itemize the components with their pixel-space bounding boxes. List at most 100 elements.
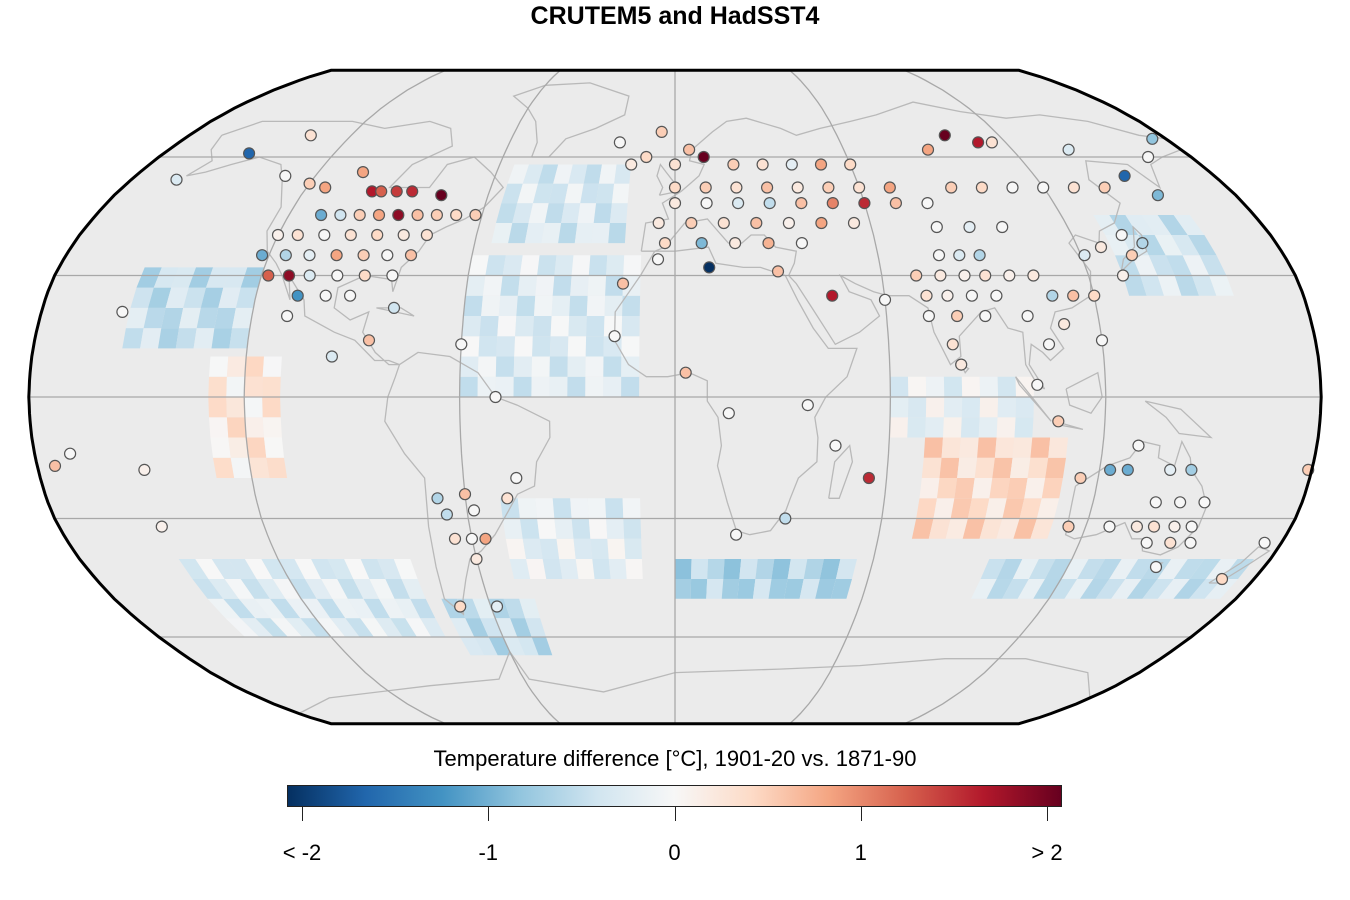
station-point — [697, 150, 710, 164]
ocean-cell — [501, 183, 523, 204]
ocean-cell — [519, 518, 540, 539]
ocean-cell — [551, 295, 571, 316]
ocean-cell — [228, 437, 249, 458]
ocean-cell — [592, 559, 611, 579]
ocean-cell — [1028, 559, 1056, 579]
station-point — [640, 150, 653, 164]
ocean-cell — [967, 498, 990, 519]
station-point — [291, 289, 304, 302]
ocean-cell — [752, 579, 772, 599]
ocean-cell — [535, 275, 555, 296]
ocean-cell — [369, 579, 395, 599]
ocean-cell — [537, 255, 557, 276]
station-point — [791, 181, 804, 194]
ocean-cell — [1012, 437, 1033, 458]
station-point — [1062, 143, 1075, 156]
ocean-cell — [522, 538, 543, 559]
station-point — [1062, 520, 1075, 533]
ocean-cell — [1030, 437, 1051, 458]
station-point — [975, 181, 989, 194]
ocean-cell — [209, 417, 229, 438]
station-point — [1125, 249, 1139, 262]
station-point — [1132, 439, 1145, 452]
ocean-cell — [360, 559, 386, 579]
colorbar-tick-label: > 2 — [1031, 840, 1063, 865]
ocean-cell — [541, 223, 562, 244]
ocean-cell — [570, 275, 589, 296]
ocean-cell — [379, 598, 406, 619]
ocean-cell — [522, 164, 544, 184]
ocean-cell — [559, 559, 579, 579]
station-point — [344, 228, 357, 242]
ocean-cell — [1012, 559, 1039, 579]
station-point — [760, 181, 774, 194]
ocean-cell — [959, 437, 979, 458]
ocean-cell — [244, 417, 264, 438]
ocean-cell — [394, 598, 421, 619]
ocean-cell — [925, 397, 945, 418]
ocean-cell — [561, 203, 581, 223]
station-point — [256, 249, 269, 262]
station-point — [921, 197, 934, 210]
ocean-cell — [531, 356, 550, 377]
ocean-cell — [768, 579, 788, 599]
station-point — [490, 600, 504, 613]
ocean-cell — [1131, 255, 1158, 276]
ocean-cell — [244, 559, 273, 579]
station-point — [1037, 181, 1050, 194]
ocean-cell — [531, 376, 550, 397]
ocean-cell — [1064, 579, 1094, 599]
coastline — [298, 650, 1091, 715]
station-point — [782, 216, 796, 230]
ocean-cell — [596, 183, 615, 204]
station-point — [315, 208, 328, 222]
station-point — [454, 600, 467, 613]
station-point — [679, 366, 692, 379]
ocean-cell — [478, 336, 498, 357]
station-point — [420, 228, 433, 242]
ocean-cell — [567, 356, 586, 377]
ocean-cell — [1048, 579, 1078, 599]
ocean-cell — [525, 618, 546, 637]
ocean-cell — [690, 579, 708, 599]
ocean-cell — [1171, 235, 1200, 256]
chart-title: CRUTEM5 and HadSST4 — [530, 2, 820, 30]
ocean-cell — [321, 579, 348, 599]
ocean-cell — [353, 579, 379, 599]
station-point — [1006, 181, 1019, 194]
station-point — [613, 136, 627, 149]
ocean-cell — [784, 579, 804, 599]
station-point — [795, 197, 808, 210]
station-point — [795, 237, 809, 250]
ocean-cell — [537, 518, 557, 539]
ocean-cell — [517, 498, 538, 519]
ocean-cell — [575, 559, 595, 579]
ocean-cell — [278, 559, 305, 579]
ocean-cell — [148, 287, 172, 308]
ocean-cell — [1123, 275, 1147, 296]
ocean-cell — [534, 295, 553, 316]
ocean-cell — [1093, 215, 1122, 235]
ocean-cell — [586, 295, 606, 316]
station-point — [1103, 520, 1116, 533]
ocean-cell — [571, 518, 591, 539]
ocean-cell — [1154, 235, 1183, 256]
station-point — [616, 277, 630, 290]
ocean-cell — [165, 287, 189, 308]
ocean-cell — [544, 203, 565, 223]
ocean-cell — [143, 307, 166, 329]
station-point — [1147, 520, 1161, 533]
station-point — [448, 532, 462, 545]
ocean-cell — [568, 164, 588, 184]
ocean-cell — [226, 376, 245, 397]
ocean-cell — [460, 637, 485, 656]
station-point — [303, 269, 316, 282]
station-point — [668, 158, 682, 171]
station-point — [431, 492, 444, 505]
station-point — [501, 492, 514, 505]
ocean-cell — [510, 618, 532, 637]
ocean-cell — [1010, 457, 1031, 478]
station-point — [489, 390, 502, 404]
station-point — [922, 309, 936, 323]
station-point — [1078, 249, 1091, 262]
